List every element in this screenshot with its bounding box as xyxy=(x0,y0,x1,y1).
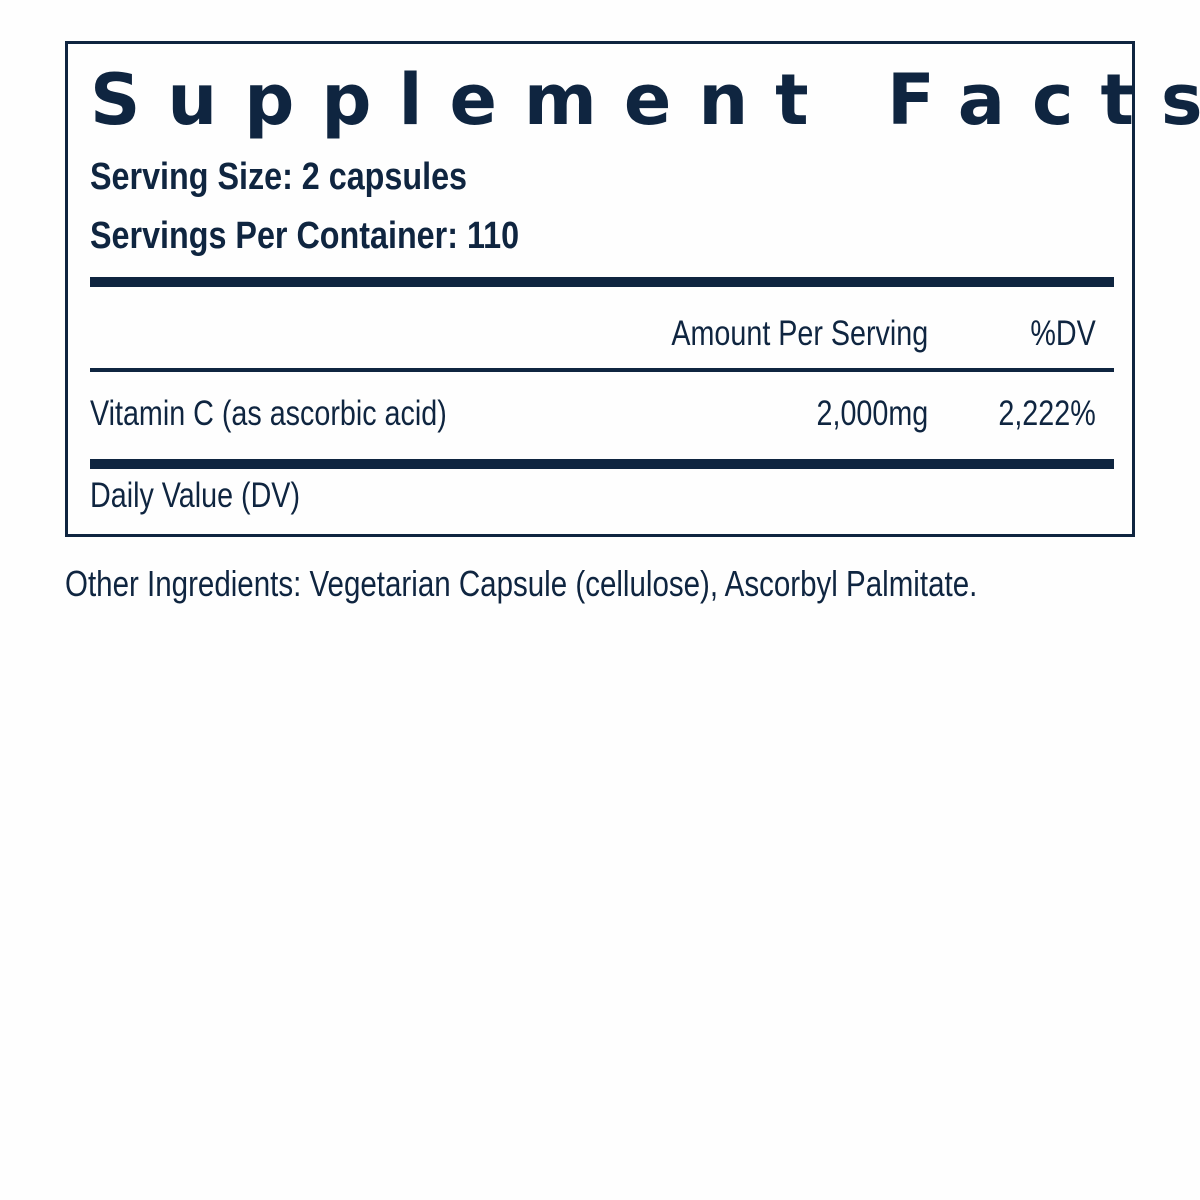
amount-header: Amount Per Serving xyxy=(671,314,928,353)
panel-title: Supplement Facts xyxy=(90,59,1200,141)
thick-divider xyxy=(90,459,1114,469)
nutrient-dv: 2,222% xyxy=(998,394,1096,433)
supplement-facts-panel: Supplement Facts Serving Size: 2 capsule… xyxy=(65,41,1200,537)
footnote: Daily Value (DV) xyxy=(90,476,300,515)
divider xyxy=(90,368,1114,372)
other-ingredients: Other Ingredients: Vegetarian Capsule (c… xyxy=(65,563,978,604)
nutrient-name: Vitamin C (as ascorbic acid) xyxy=(90,394,447,433)
nutrient-amount: 2,000mg xyxy=(816,394,928,433)
servings-per-container: Servings Per Container: 110 xyxy=(90,215,520,257)
serving-size: Serving Size: 2 capsules xyxy=(90,156,468,198)
dv-header: %DV xyxy=(1030,314,1096,353)
thick-divider xyxy=(90,277,1114,287)
